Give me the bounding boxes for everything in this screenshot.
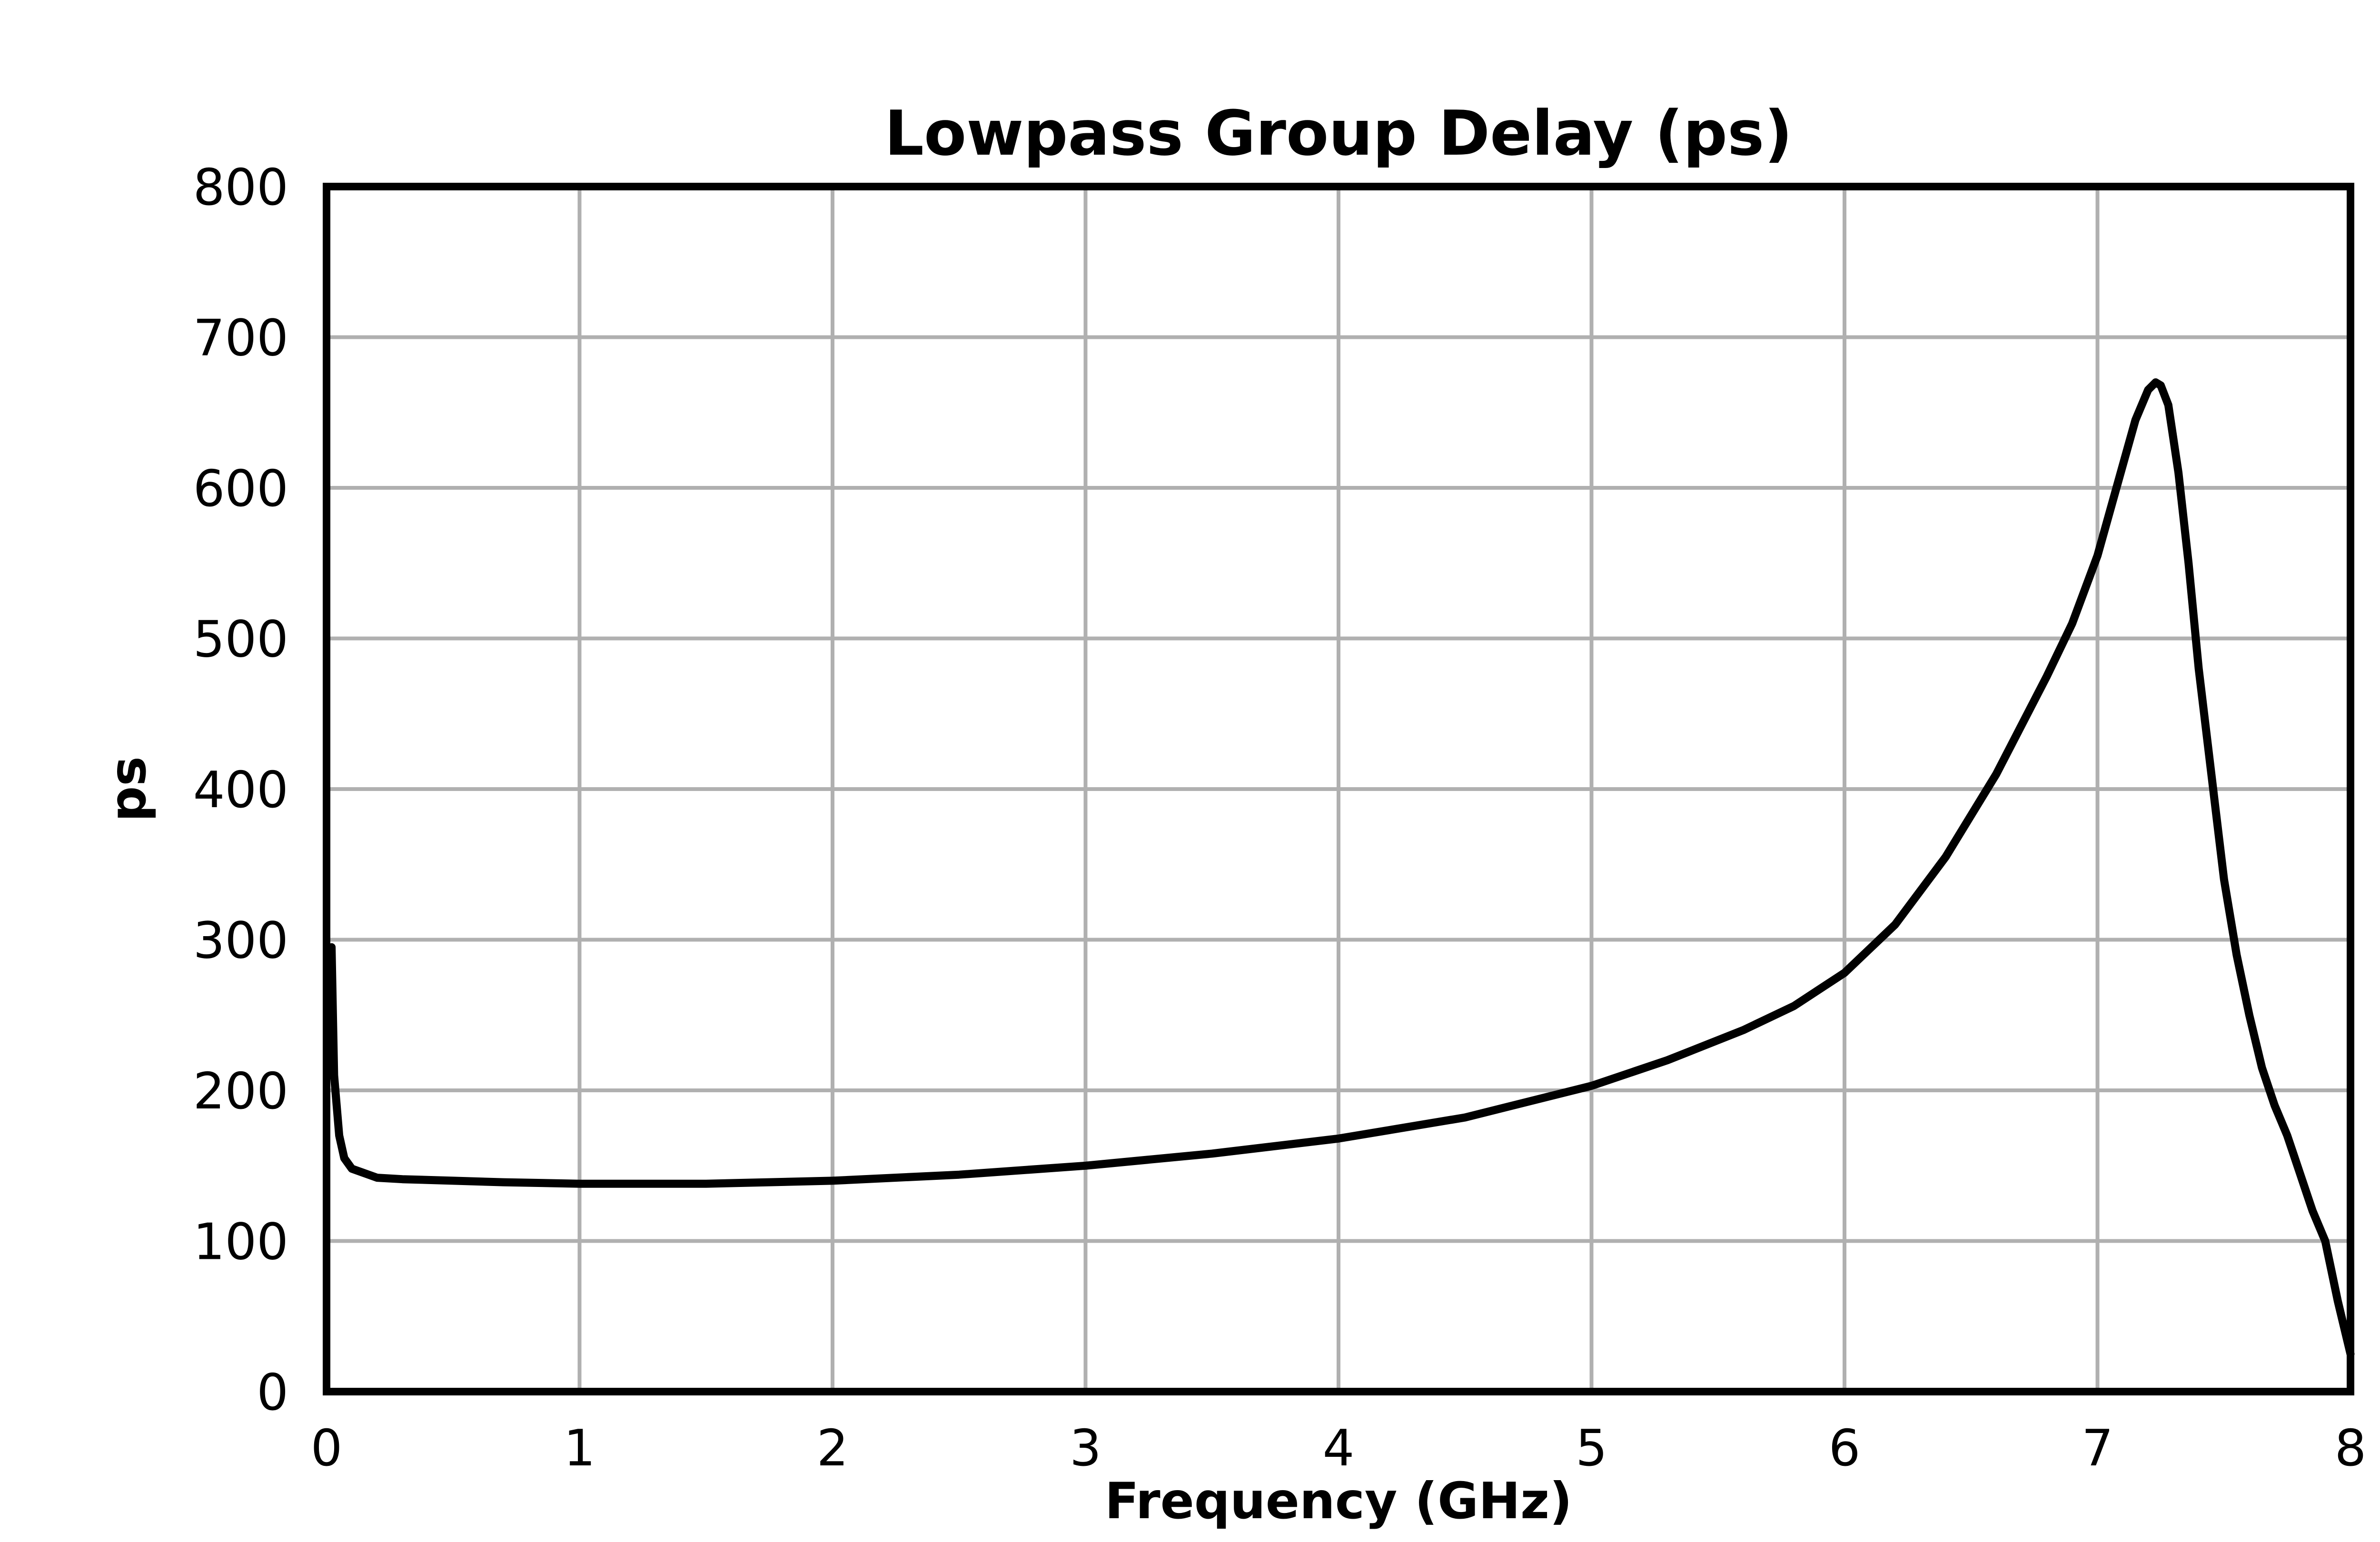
chart-title: Lowpass Group Delay (ps)	[884, 97, 1793, 169]
y-tick-label: 200	[193, 1062, 288, 1120]
plot-frame	[323, 183, 2354, 1395]
x-tick-label: 2	[817, 1419, 849, 1477]
y-tick-label: 300	[193, 912, 288, 970]
x-tick-label: 6	[1829, 1419, 1861, 1477]
x-axis-label: Frequency (GHz)	[1105, 1472, 1572, 1530]
y-tick-label: 500	[193, 611, 288, 669]
x-tick-label: 4	[1323, 1419, 1355, 1477]
grid-lines	[325, 185, 2352, 1394]
x-tick-label: 8	[2335, 1419, 2367, 1477]
group-delay-line	[327, 378, 2355, 1358]
x-tick-label: 1	[564, 1419, 595, 1477]
x-tick-label: 7	[2082, 1419, 2113, 1477]
y-tick-label: 400	[193, 761, 288, 819]
y-tick-label: 0	[257, 1364, 288, 1422]
x-tick-label: 0	[311, 1419, 343, 1477]
x-tick-label: 5	[1576, 1419, 1607, 1477]
y-tick-label: 100	[193, 1213, 288, 1271]
y-tick-label: 600	[193, 460, 288, 518]
x-tick-label: 3	[1070, 1419, 1101, 1477]
y-axis-label: ps	[99, 756, 157, 822]
y-tick-label: 700	[193, 309, 288, 367]
tick-labels: 0 1 2 3 4 5 6 7 8 0 100 200 300 400 500 600 700 800	[193, 158, 2367, 1477]
y-tick-label: 800	[193, 158, 288, 217]
